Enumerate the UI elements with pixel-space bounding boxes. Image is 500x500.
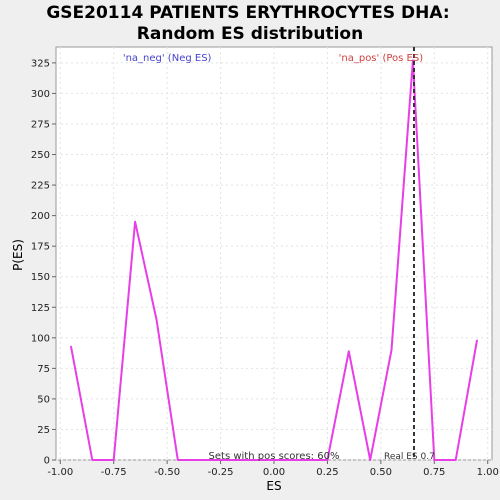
y-tick-label: 100 [31, 333, 50, 344]
y-tick-label: 25 [37, 425, 50, 436]
data-point [155, 318, 158, 321]
data-point [91, 459, 94, 461]
data-point [390, 349, 393, 351]
y-tick-label: 75 [37, 364, 50, 375]
y-tick-label: 175 [31, 242, 50, 253]
data-point [326, 459, 329, 461]
y-tick-label: 300 [31, 89, 50, 100]
annotation-real-es: Real ES 0.7 [384, 452, 435, 462]
annotation-pos-es: 'na_pos' (Pos ES) [339, 53, 424, 64]
chart-title-line-2: Random ES distribution [137, 24, 363, 44]
x-tick-label: 0.50 [370, 467, 392, 478]
data-point [112, 459, 115, 461]
x-tick-label: 0.00 [263, 467, 285, 478]
y-tick-label: 325 [31, 58, 50, 69]
y-axis-label: P(ES) [11, 239, 25, 271]
data-point [177, 459, 179, 461]
data-point [433, 459, 436, 461]
y-tick-label: 50 [37, 394, 50, 405]
x-tick-label: -0.75 [101, 467, 127, 478]
chart-title-line-1: GSE20114 PATIENTS ERYTHROCYTES DHA: [46, 3, 449, 23]
y-tick-label: 200 [31, 211, 50, 222]
y-tick-label: 275 [31, 119, 50, 130]
x-tick-label: 0.25 [316, 467, 338, 478]
series-line [70, 59, 478, 461]
x-axis: -1.00 -0.75 -0.50 -0.25 0.00 0.25 0.50 0.75 1.00 [47, 460, 499, 478]
y-tick-label: 225 [31, 181, 50, 192]
y-tick-label: 250 [31, 150, 50, 161]
x-tick-label: 1.00 [477, 467, 499, 478]
data-point [70, 345, 72, 348]
data-point [476, 339, 478, 342]
x-tick-label: -0.25 [208, 467, 234, 478]
grid [56, 47, 492, 461]
data-point [348, 350, 350, 353]
series-layer [70, 59, 478, 461]
data-point [454, 459, 457, 461]
x-tick-label: -1.00 [47, 467, 73, 478]
data-point [369, 459, 371, 461]
y-tick-label: 150 [31, 272, 50, 283]
data-point [412, 59, 414, 62]
annotation-neg-es: 'na_neg' (Neg ES) [123, 53, 212, 64]
y-axis: 0 25 50 75 100 125 150 175 200 225 250 275 300 325 [31, 58, 56, 467]
x-tick-label: 0.75 [423, 467, 445, 478]
x-axis-label: ES [266, 479, 281, 493]
y-tick-label: 0 [44, 456, 50, 467]
y-tick-label: 125 [31, 303, 50, 314]
x-tick-label: -0.50 [154, 467, 180, 478]
annotation-sets-pos: Sets with pos scores: 60% [209, 451, 340, 462]
data-point [134, 220, 136, 223]
